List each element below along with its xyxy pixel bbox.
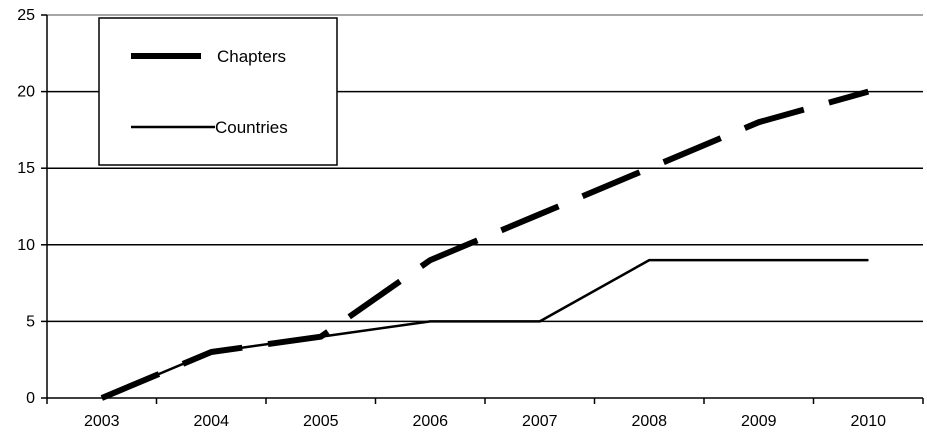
point-countries-2003 [101,397,103,399]
point-chapters-2007 [539,213,541,215]
y-tick-label-10: 10 [17,237,35,254]
point-countries-2006 [429,320,431,322]
y-tick-label-0: 0 [26,390,35,407]
point-countries-2005 [320,336,322,338]
legend-box [98,17,338,166]
x-tick-label-2004: 2004 [193,413,229,430]
point-chapters-2008 [648,167,650,169]
x-tick-label-2008: 2008 [631,413,667,430]
legend-label-chapters: Chapters [217,47,286,66]
legend-label-countries: Countries [215,118,288,137]
x-tick-label-2006: 2006 [412,413,448,430]
x-tick-label-2007: 2007 [522,413,558,430]
x-axis-ticks: 2003 2004 2005 2006 2007 2008 2009 2010 [46,397,924,430]
y-tick-label-20: 20 [17,84,35,101]
legend: Chapters Countries [98,17,338,166]
series-lines [100,88,870,401]
x-tick-label-2005: 2005 [303,413,339,430]
x-tick-label-2009: 2009 [741,413,777,430]
point-chapters-2006 [429,259,431,261]
point-chapters-2009 [758,121,760,123]
series-line-countries [101,258,869,400]
point-countries-2008 [648,259,650,261]
y-tick-label-15: 15 [17,160,35,177]
point-countries-2010 [867,259,869,261]
point-countries-2007 [539,320,541,322]
y-tick-label-5: 5 [26,313,35,330]
point-countries-2004 [210,351,212,353]
x-tick-label-2003: 2003 [84,413,120,430]
point-chapters-2010 [867,91,869,93]
y-axis-ticks: 0 5 10 15 20 25 [17,7,48,407]
x-tick-label-2010: 2010 [850,413,886,430]
point-countries-2009 [758,259,760,261]
y-tick-label-25: 25 [17,7,35,24]
